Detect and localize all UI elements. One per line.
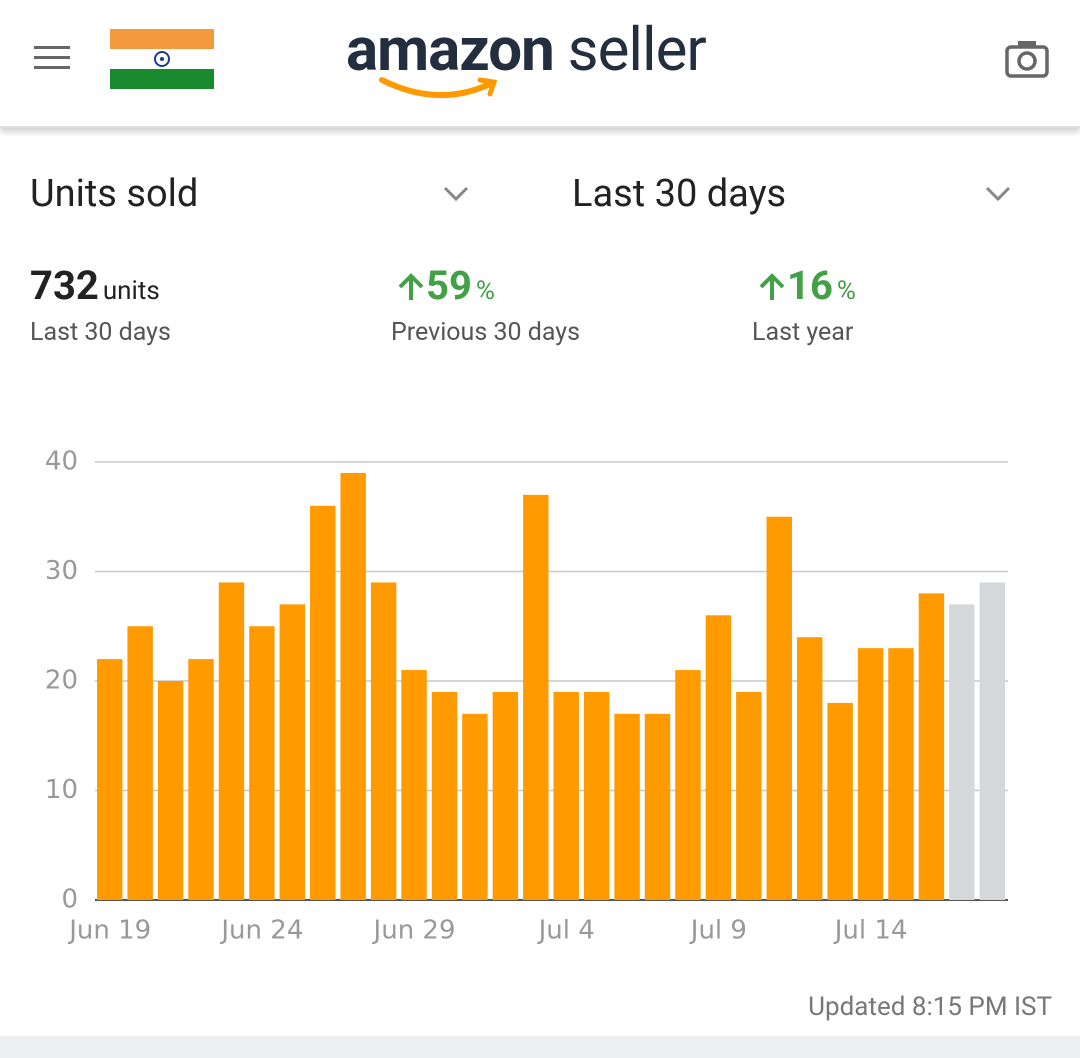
stat-change: 16 % <box>757 262 856 309</box>
bar <box>766 516 792 900</box>
bar <box>462 713 488 900</box>
logo-suffix: seller <box>567 14 707 85</box>
bar <box>370 582 397 900</box>
bar <box>705 615 732 900</box>
bar <box>918 593 945 900</box>
app-header: amazon seller <box>0 0 1080 128</box>
bar <box>644 713 671 900</box>
bar <box>614 713 640 900</box>
bar <box>97 659 123 900</box>
dropdown-arrow[interactable] <box>443 186 469 202</box>
bar <box>431 691 458 900</box>
bar <box>736 691 762 900</box>
logo-text: amazon <box>346 14 555 85</box>
stat-change: 59 % <box>396 262 495 309</box>
period-dropdown[interactable]: Last 30 days <box>572 172 787 216</box>
bar <box>857 648 884 900</box>
bottom-bar <box>0 1036 1080 1058</box>
bar <box>827 702 853 900</box>
logo-smile <box>379 77 498 99</box>
x-tick-label: Jul 9 <box>689 916 747 946</box>
stat-value: 732 <box>30 262 99 309</box>
x-tick-label: Jun 24 <box>219 916 303 946</box>
stat-label: Previous 30 days <box>391 318 580 347</box>
logo: amazon seller <box>346 14 707 85</box>
bar <box>553 691 579 900</box>
updated-time: Updated 8:15 PM IST <box>808 992 1052 1022</box>
stat-label: Last 30 days <box>30 318 171 347</box>
menu-button[interactable] <box>34 46 70 72</box>
bar <box>888 648 914 900</box>
bar <box>218 582 245 900</box>
bar <box>340 472 366 900</box>
bar <box>492 691 519 900</box>
stat-unit: % <box>475 276 495 306</box>
camera-button[interactable] <box>1005 40 1049 78</box>
bar <box>401 670 427 900</box>
stat-total: 732 units <box>30 262 160 309</box>
bar <box>949 604 975 900</box>
bar <box>249 626 275 900</box>
up-arrow <box>759 273 785 300</box>
bar <box>188 659 214 900</box>
country-flag[interactable] <box>110 29 214 89</box>
stat-value: 59 <box>426 262 472 309</box>
bar <box>157 681 184 900</box>
stat-label: Last year <box>752 318 854 347</box>
bar <box>127 626 153 900</box>
metric-dropdown[interactable]: Units sold <box>30 172 199 216</box>
up-arrow <box>398 273 424 300</box>
x-tick-label: Jul 14 <box>833 916 908 946</box>
bar <box>979 582 1005 900</box>
y-tick-label: 10 <box>45 775 78 805</box>
x-tick-label: Jun 19 <box>67 916 151 946</box>
dropdown-arrow[interactable] <box>985 186 1011 202</box>
units-chart: 0 10 20 30 40 Jun 19 Jun 24 Jun 29 Jul 4 Jul 9 Jul… <box>45 447 1008 946</box>
y-tick-label: 40 <box>45 447 78 477</box>
bar <box>279 604 306 900</box>
bar <box>796 637 823 900</box>
y-tick-label: 20 <box>45 666 78 696</box>
y-tick-label: 0 <box>61 885 78 915</box>
bar <box>583 691 610 900</box>
bar <box>675 670 701 900</box>
stat-value: 16 <box>787 262 833 309</box>
y-tick-label: 30 <box>45 556 78 586</box>
stat-unit: units <box>102 276 160 306</box>
bar <box>310 505 336 900</box>
x-tick-label: Jul 4 <box>537 916 595 946</box>
x-tick-label: Jun 29 <box>372 916 456 946</box>
stat-unit: % <box>836 276 856 306</box>
bar <box>523 494 549 900</box>
